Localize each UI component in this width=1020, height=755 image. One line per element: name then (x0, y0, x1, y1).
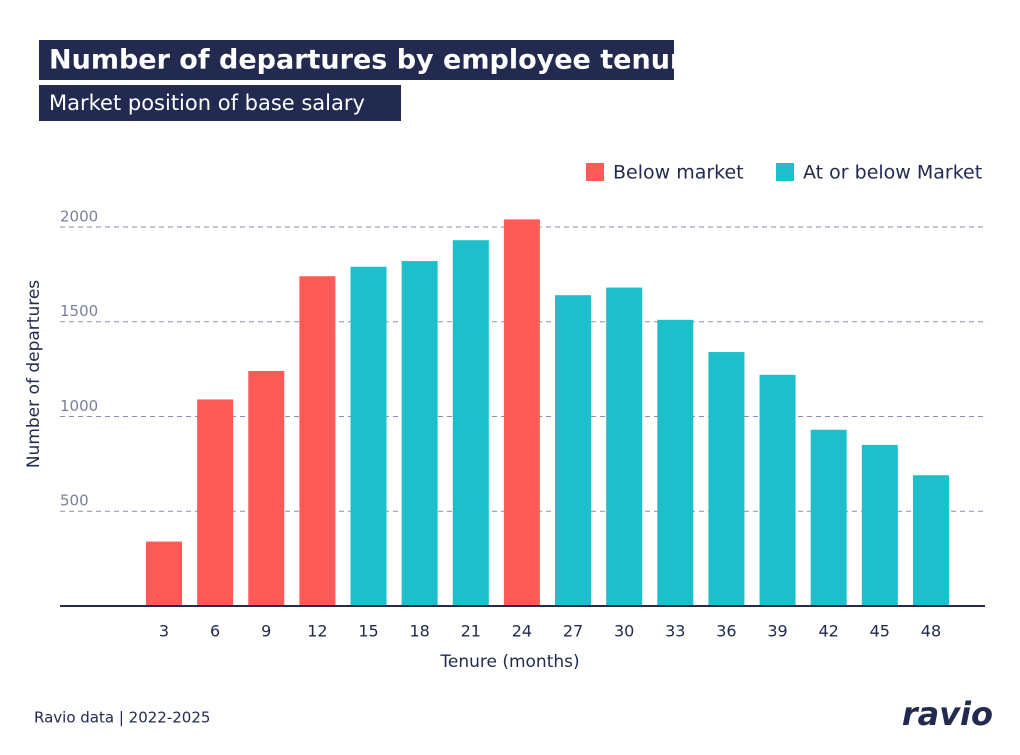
x-tick-label: 6 (210, 622, 220, 641)
legend-swatch (586, 163, 604, 181)
x-tick-label: 42 (819, 622, 839, 641)
x-tick-label: 21 (461, 622, 481, 641)
y-axis-label: Number of departures (24, 280, 44, 468)
title-box (39, 40, 674, 80)
logo: ravio (902, 695, 993, 733)
bar (810, 429, 847, 606)
x-tick-label: 33 (665, 622, 685, 641)
x-tick-label: 12 (307, 622, 327, 641)
bar (861, 444, 898, 606)
chart-subtitle: Market position of base salary (49, 91, 365, 115)
y-tick-label: 1000 (60, 397, 98, 415)
x-tick-label: 18 (409, 622, 429, 641)
bar (452, 240, 489, 606)
legend-swatch (776, 163, 794, 181)
bar (401, 261, 438, 606)
legend-label: Below market (613, 162, 744, 184)
x-tick-label: 39 (767, 622, 787, 641)
bar (759, 374, 796, 606)
x-tick-label: 15 (358, 622, 378, 641)
bar (248, 370, 285, 606)
x-tick-label: 24 (512, 622, 532, 641)
x-tick-label: 45 (870, 622, 890, 641)
bar (197, 399, 234, 606)
x-tick-label: 3 (159, 622, 169, 641)
bar (350, 266, 387, 606)
bar (708, 352, 745, 606)
x-axis-label: Tenure (months) (439, 652, 579, 672)
y-tick-label: 1500 (60, 302, 98, 320)
bar (146, 541, 182, 606)
legend-label: At or below Market (803, 162, 982, 184)
y-tick-label: 500 (60, 492, 89, 510)
subtitle-box (39, 85, 401, 121)
bar (503, 219, 540, 606)
y-tick-label: 2000 (60, 207, 98, 225)
bar (657, 319, 694, 606)
x-tick-label: 9 (261, 622, 271, 641)
bar (606, 287, 643, 606)
source: Ravio data | 2022-2025 (34, 709, 210, 727)
x-tick-label: 48 (921, 622, 941, 641)
bar (912, 475, 949, 606)
chart-title: Number of departures by employee tenure (49, 45, 702, 76)
x-tick-label: 36 (716, 622, 736, 641)
bar (299, 276, 336, 606)
bar (555, 295, 592, 606)
x-tick-label: 27 (563, 622, 583, 641)
x-tick-label: 30 (614, 622, 634, 641)
